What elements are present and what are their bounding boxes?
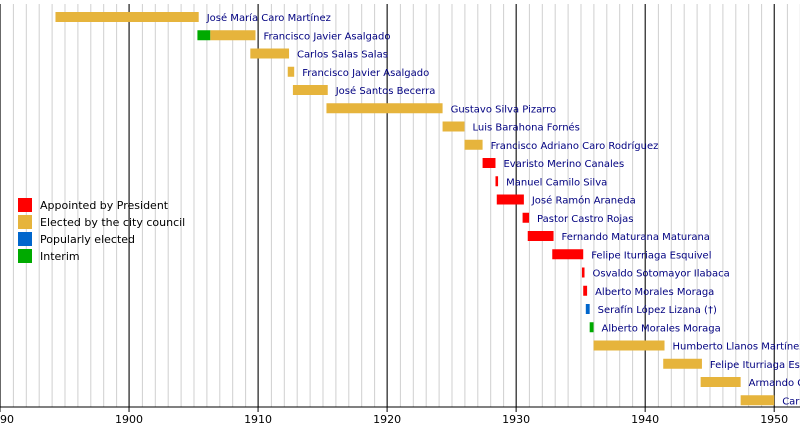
term-bar	[552, 249, 584, 260]
term-bar	[464, 139, 483, 150]
term-bar	[495, 176, 499, 187]
x-tick-label: 1940	[631, 413, 659, 425]
row-label: Serafín López Lizana (†)	[598, 304, 717, 316]
term-bar	[593, 340, 665, 351]
row-label: Felipe Iturriaga Esquivel	[591, 250, 711, 261]
row-label: Humberto Llanos Martínez	[673, 341, 800, 353]
legend-swatch	[18, 232, 32, 246]
legend-label: Appointed by President	[40, 199, 169, 212]
term-bar	[589, 322, 594, 333]
term-bar	[663, 358, 702, 369]
row-label: Car	[782, 396, 800, 407]
term-bar	[287, 66, 295, 77]
row-label: Francisco Adriano Caro Rodríguez	[491, 140, 659, 152]
term-bar	[292, 85, 328, 95]
term-bar	[210, 30, 256, 41]
x-tick-label: 1920	[373, 413, 401, 425]
term-bar	[700, 377, 741, 387]
row-label: Gustavo Silva Pizarro	[451, 104, 557, 115]
row-label: José Santos Becerra	[335, 85, 436, 97]
term-bar	[581, 267, 585, 278]
legend-label: Popularly elected	[40, 233, 135, 246]
x-tick-label: 1950	[760, 413, 788, 425]
row-label: Luis Barahona Fornés	[473, 122, 580, 134]
x-tick-label: 1900	[115, 413, 143, 425]
legend-swatch	[18, 198, 32, 212]
row-label: José Ramón Araneda	[531, 195, 636, 207]
term-bar	[496, 194, 524, 205]
term-bar	[482, 158, 496, 168]
row-label: Alberto Morales Moraga	[595, 287, 714, 298]
term-bar	[55, 12, 199, 22]
term-bar	[585, 304, 590, 314]
x-tick-label: 1910	[244, 413, 272, 425]
row-label: Carlos Salas Salas	[297, 50, 388, 61]
legend-swatch	[18, 249, 32, 263]
legend-label: Interim	[40, 250, 80, 263]
row-label: Felipe Iturriaga Esquiv	[710, 360, 800, 371]
term-bar	[197, 30, 211, 41]
term-bar	[583, 285, 588, 296]
minor-grid	[0, 4, 800, 407]
term-bar	[250, 48, 290, 59]
row-label: Pastor Castro Rojas	[537, 214, 633, 225]
term-bar	[527, 231, 554, 241]
x-tick-label: 1930	[502, 413, 530, 425]
x-tick-label: 1890	[0, 413, 14, 425]
row-label: José María Caro Martínez	[206, 12, 331, 24]
term-bar	[522, 212, 530, 223]
row-label: Manuel Camilo Silva	[506, 177, 607, 188]
row-label: Alberto Morales Moraga	[602, 323, 721, 334]
term-bar	[326, 103, 443, 114]
row-label: Armando Ca	[749, 378, 800, 389]
legend-label: Elected by the city council	[40, 216, 185, 229]
term-bar	[442, 121, 465, 132]
term-bar	[740, 395, 775, 406]
row-label: Osvaldo Sotomayor Ilabaca	[593, 269, 730, 280]
row-label: Evaristo Merino Canales	[503, 159, 624, 170]
legend-swatch	[18, 215, 32, 229]
row-label: Fernando Maturana Maturana	[562, 232, 710, 243]
row-label: Francisco Javier Asalgado	[263, 31, 390, 42]
row-label: Francisco Javier Asalgado	[302, 68, 429, 79]
